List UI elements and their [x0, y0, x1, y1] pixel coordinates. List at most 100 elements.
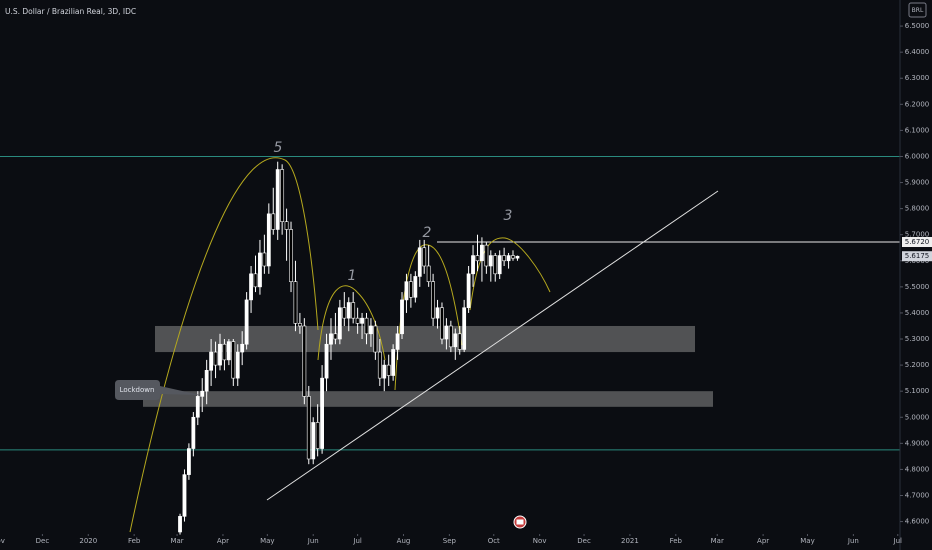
candle-body	[178, 516, 182, 533]
currency-badge	[908, 2, 927, 18]
x-tick-label: May	[260, 537, 274, 545]
x-tick-label: Sep	[443, 537, 457, 545]
candle-body	[231, 341, 236, 379]
candle-body	[320, 377, 324, 449]
x-tick-label: Apr	[217, 537, 229, 545]
x-tick-label: Oct	[488, 537, 500, 545]
candle-body	[315, 422, 320, 449]
candle-body	[502, 255, 507, 262]
candle-body	[435, 307, 440, 319]
candle-body	[404, 281, 409, 301]
candle-body	[382, 364, 387, 379]
x-tick-label: Feb	[128, 537, 141, 545]
candle-body	[471, 255, 475, 275]
x-tick-label: Jul	[352, 537, 362, 545]
candle-body	[244, 299, 249, 345]
price-line-label: 5.6720	[905, 238, 930, 246]
candle-body	[511, 255, 515, 259]
candle-body	[337, 307, 342, 340]
candle-body	[351, 302, 356, 319]
candle-body	[431, 281, 435, 319]
x-tick-label: Dec	[36, 537, 50, 545]
candle-body	[204, 370, 209, 392]
candle-body	[493, 255, 498, 275]
candle-body	[373, 325, 378, 353]
candle-body	[266, 213, 271, 267]
candle-body	[298, 323, 302, 327]
candle-body	[302, 325, 307, 397]
price-line-tag	[902, 237, 932, 248]
candle-body	[413, 276, 418, 298]
candle-body	[395, 333, 400, 350]
candle-body	[417, 247, 422, 277]
last-price-tag	[902, 251, 932, 262]
x-tick-label: Mar	[170, 537, 183, 545]
y-tick-label: 5.3000	[905, 335, 930, 343]
candle-body	[506, 255, 511, 262]
candle-body	[271, 213, 276, 230]
candle-body	[377, 351, 382, 379]
candle-body	[369, 325, 373, 335]
candle-body	[306, 396, 311, 460]
candle-body	[249, 273, 253, 301]
candle-body	[364, 317, 369, 335]
candle-body	[355, 317, 360, 324]
y-tick-label: 4.6000	[905, 518, 930, 526]
candle-body	[182, 474, 187, 517]
y-tick-label: 6.3000	[905, 74, 930, 82]
currency-text: BRL	[912, 7, 924, 14]
candle-body	[209, 351, 214, 371]
y-tick-label: 4.7000	[905, 491, 930, 499]
candle-body	[426, 265, 431, 282]
candle-body	[240, 343, 245, 353]
x-tick-label: Apr	[757, 537, 769, 545]
candles-layer	[178, 161, 520, 535]
candle-body	[360, 317, 364, 324]
x-tick-label: Mar	[711, 537, 724, 545]
candle-body	[457, 333, 462, 350]
callout-text: Lockdown	[120, 386, 155, 394]
candle-body	[484, 244, 489, 267]
candle-body	[293, 281, 298, 324]
candle-body	[280, 169, 285, 222]
y-tick-label: 6.4000	[905, 48, 930, 56]
wave-label: 1	[348, 268, 357, 284]
x-tick-label: Feb	[670, 537, 683, 545]
candle-body	[333, 333, 338, 340]
candle-body	[342, 307, 347, 319]
candle-body	[462, 307, 467, 350]
wave-label: 3	[504, 208, 513, 224]
candle-body	[408, 281, 413, 298]
x-tick-label: Jun	[307, 537, 319, 545]
candle-body	[346, 302, 351, 319]
candle-body	[187, 448, 191, 475]
candle-body	[218, 343, 222, 366]
candle-body	[329, 333, 333, 345]
y-tick-label: 6.5000	[905, 22, 930, 30]
candle-body	[253, 273, 258, 288]
candle-body	[289, 229, 293, 282]
x-tick-label: Nov	[533, 537, 547, 545]
candle-body	[284, 221, 289, 230]
candle-body	[235, 351, 240, 379]
candle-body	[515, 255, 520, 259]
candle-body	[311, 422, 316, 460]
candle-body	[191, 416, 196, 449]
y-tick-label: 5.4000	[905, 309, 930, 317]
candle-body	[226, 341, 231, 361]
y-tick-label: 6.2000	[905, 100, 930, 108]
support-zone	[143, 391, 713, 407]
candle-body	[488, 255, 493, 267]
x-tick-label: Aug	[397, 537, 411, 545]
wave-label: 2	[423, 225, 432, 241]
y-tick-label: 5.5000	[905, 283, 930, 291]
candle-body	[480, 244, 484, 262]
candle-body	[444, 325, 449, 340]
chart-title: U.S. Dollar / Brazilian Real, 3D, IDC	[5, 7, 136, 16]
x-tick-label: 2020	[79, 537, 97, 545]
candle-body	[453, 333, 458, 348]
y-tick-label: 5.7000	[905, 231, 930, 239]
